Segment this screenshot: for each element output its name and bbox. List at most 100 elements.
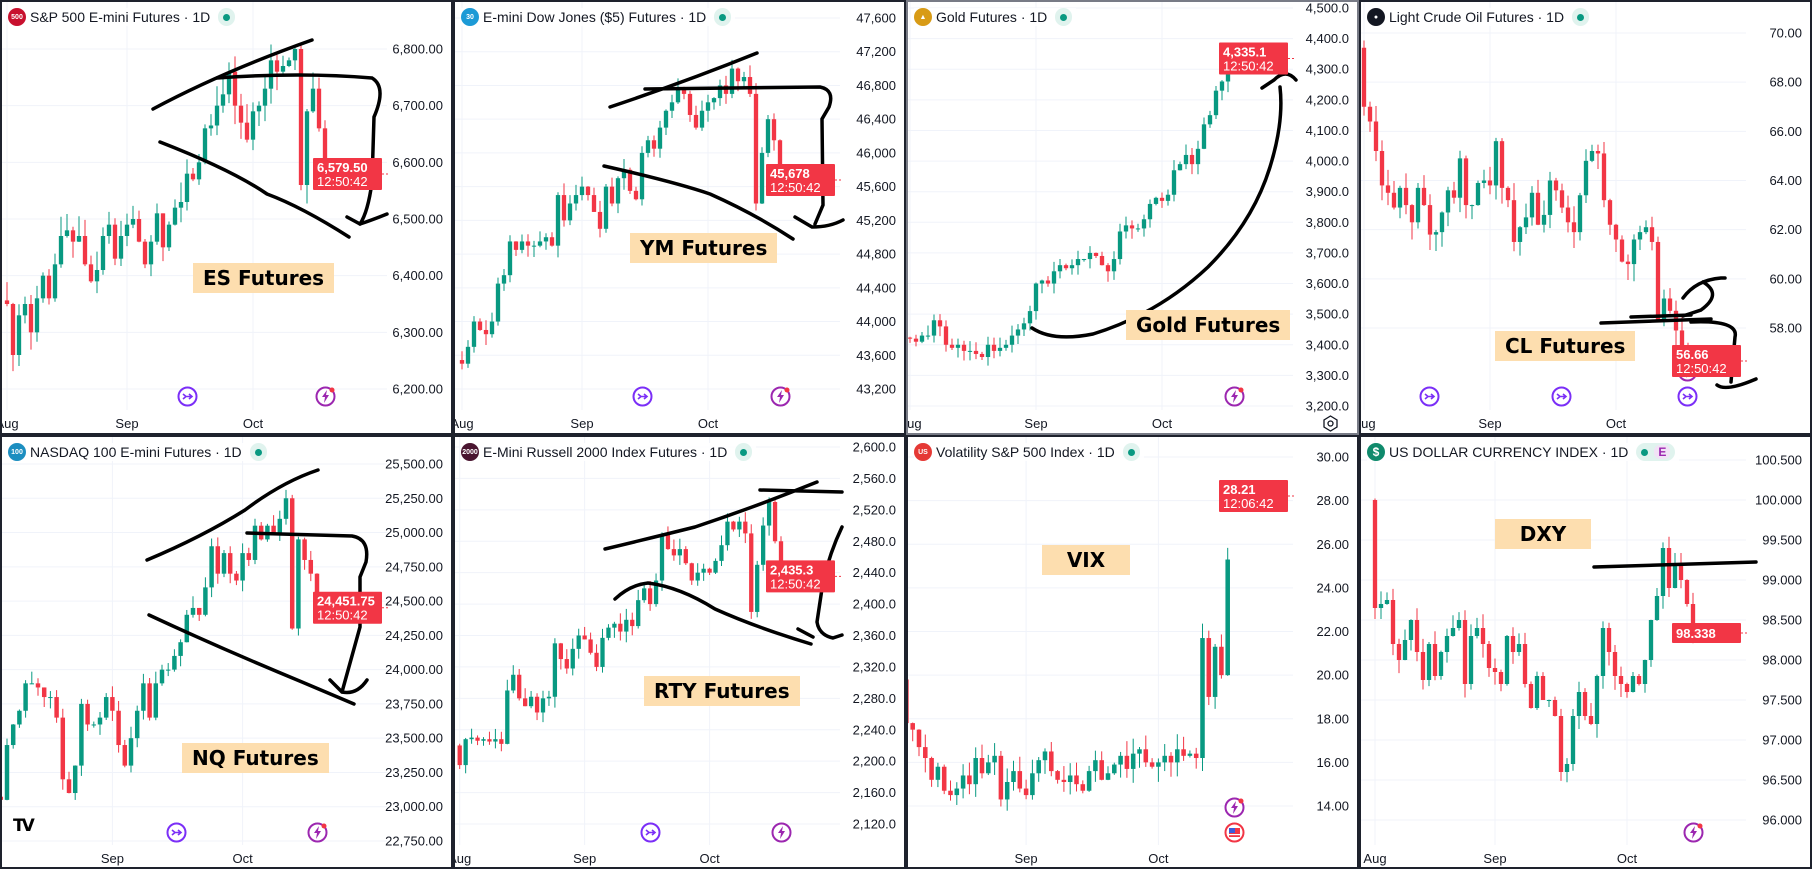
candle (1606, 622, 1612, 666)
candle-body (1027, 311, 1033, 324)
candle-body (106, 224, 112, 236)
time-axis-label: Sep (1483, 851, 1506, 866)
price-tick-label: 3,600.0 (1306, 276, 1349, 291)
chart-header[interactable]: ▲ Gold Futures · 1D (914, 8, 1077, 26)
last-price-value: 98.338 (1676, 626, 1716, 641)
dividend-event-icon[interactable] (1419, 386, 1440, 407)
candle (1057, 259, 1063, 279)
candle-body (636, 600, 641, 627)
candle (1558, 708, 1564, 781)
candle (725, 513, 730, 551)
chart-header[interactable]: 100 NASDAQ 100 E-mini Futures · 1D (8, 443, 271, 461)
candle-body (100, 236, 106, 270)
candle-body (695, 572, 700, 581)
candle-body (226, 71, 232, 95)
candle-body (493, 739, 498, 742)
candlestick-chart[interactable]: 30.00 28.00 26.00 24.00 22.00 20.00 18.00 16.00… (908, 437, 1359, 869)
candle (310, 72, 316, 113)
dividend-event-icon[interactable] (1551, 386, 1572, 407)
candle (72, 765, 78, 800)
candle (1061, 766, 1067, 792)
chart-panel-nq[interactable]: 25,500.00 25,250.00 25,000.00 24,750.00 24,5… (0, 435, 453, 869)
earnings-lightning-icon[interactable] (1683, 822, 1704, 843)
candle (1195, 140, 1201, 175)
candlestick-chart[interactable]: 4,500.0 4,400.0 4,300.0 4,200.0 4,100.0 4,000… (908, 2, 1359, 435)
candle (66, 771, 72, 794)
earnings-lightning-icon[interactable] (771, 822, 792, 843)
earnings-lightning-icon[interactable] (307, 822, 328, 843)
chart-panel-es[interactable]: 6,800.00 6,700.00 6,600.00 6,500.00 6,400.00… (0, 0, 453, 435)
candle-body (1118, 755, 1123, 765)
candle (570, 638, 575, 676)
candlestick-chart[interactable]: 100.500 100.000 99.500 99.000 98.500 98.000 97… (1361, 437, 1812, 869)
candle-body (1493, 141, 1499, 186)
candle (29, 671, 35, 685)
chart-panel-rty[interactable]: 2,600.0 2,560.0 2,520.0 2,480.0 2,440.0 2,400… (453, 435, 906, 869)
candle-body (591, 195, 597, 212)
candle-body (196, 162, 202, 180)
chart-header[interactable]: 30 E-mini Dow Jones ($5) Futures · 1D (461, 8, 736, 26)
candle-body (1535, 192, 1541, 225)
chart-settings-icon[interactable] (1320, 413, 1341, 434)
time-axis-label: Aug (908, 416, 922, 431)
candle-body (511, 674, 516, 691)
candlestick-chart[interactable]: 70.00 68.00 66.00 64.00 62.00 60.00 58.00 Aug Se… (1361, 2, 1812, 435)
market-status-indicator[interactable] (735, 443, 753, 461)
candlestick-chart[interactable]: 25,500.00 25,250.00 25,000.00 24,750.00 24,5… (2, 437, 453, 869)
last-price-label-bg (1672, 344, 1741, 377)
tradingview-logo[interactable]: TV (13, 816, 35, 836)
candle (1080, 780, 1086, 794)
candle-body (1595, 151, 1601, 154)
candle-body (457, 745, 462, 766)
candle (621, 159, 627, 190)
chart-header[interactable]: US Volatility S&P 500 Index · 1D (914, 443, 1144, 461)
chart-panel-cl[interactable]: 70.00 68.00 66.00 64.00 62.00 60.00 58.00 Aug Se… (1359, 0, 1812, 435)
candle (1601, 141, 1607, 208)
market-status-indicator[interactable] (1572, 8, 1590, 26)
dividend-event-icon[interactable] (177, 386, 198, 407)
chart-header[interactable]: 500 S&P 500 E-mini Futures · 1D (8, 8, 240, 26)
candle-body (1384, 600, 1390, 604)
chart-panel-dxy[interactable]: 100.500 100.000 99.500 99.000 98.500 98.000 97… (1359, 435, 1812, 869)
dividend-event-icon[interactable] (166, 822, 187, 843)
candle-body (304, 111, 310, 185)
candle (64, 214, 70, 238)
candle-body (136, 219, 142, 242)
candle-body (1219, 81, 1225, 91)
candle-body (543, 237, 549, 242)
earnings-lightning-icon[interactable] (315, 386, 336, 407)
candle (302, 537, 307, 570)
candle-body (4, 745, 10, 800)
chart-panel-ym[interactable]: 47,600 47,200 46,800 46,400 46,000 45,600 45,2… (453, 0, 906, 435)
candle-body (645, 140, 651, 153)
dividend-event-icon[interactable] (1677, 386, 1698, 407)
candle (1546, 699, 1552, 707)
market-status-indicator[interactable] (1122, 443, 1140, 461)
chart-panel-gold[interactable]: 4,500.0 4,400.0 4,300.0 4,200.0 4,100.0 4,000… (906, 0, 1359, 435)
candle-body (221, 553, 227, 574)
market-status-indicator[interactable] (249, 443, 267, 461)
chart-header[interactable]: ● Light Crude Oil Futures · 1D (1367, 8, 1594, 26)
chart-panel-vix[interactable]: 30.00 28.00 26.00 24.00 22.00 20.00 18.00 16.00… (906, 435, 1359, 869)
chart-header[interactable]: $ US DOLLAR CURRENCY INDEX · 1D E (1367, 443, 1680, 461)
market-status-indicator[interactable] (218, 8, 236, 26)
earnings-lightning-icon[interactable] (1224, 386, 1245, 407)
dividend-event-icon[interactable] (640, 822, 661, 843)
candle (1534, 671, 1540, 710)
candle-body (531, 245, 537, 247)
candle-body (308, 559, 314, 574)
dividend-event-icon[interactable] (632, 386, 653, 407)
candle (657, 120, 663, 158)
market-status-indicator[interactable] (1055, 8, 1073, 26)
earnings-lightning-icon[interactable] (1224, 797, 1245, 818)
candle (1432, 631, 1438, 681)
candle (1171, 160, 1177, 202)
trend-drawings (603, 480, 844, 646)
chart-header[interactable]: 2000 E-Mini Russell 2000 Index Futures · … (461, 443, 757, 461)
market-status-indicator[interactable]: E (1636, 443, 1676, 461)
candle (693, 105, 699, 130)
market-status-indicator[interactable] (714, 8, 732, 26)
us-flag-event-icon[interactable] (1224, 822, 1245, 843)
earnings-lightning-icon[interactable] (770, 386, 791, 407)
price-tick-label: 60.00 (1769, 271, 1802, 286)
